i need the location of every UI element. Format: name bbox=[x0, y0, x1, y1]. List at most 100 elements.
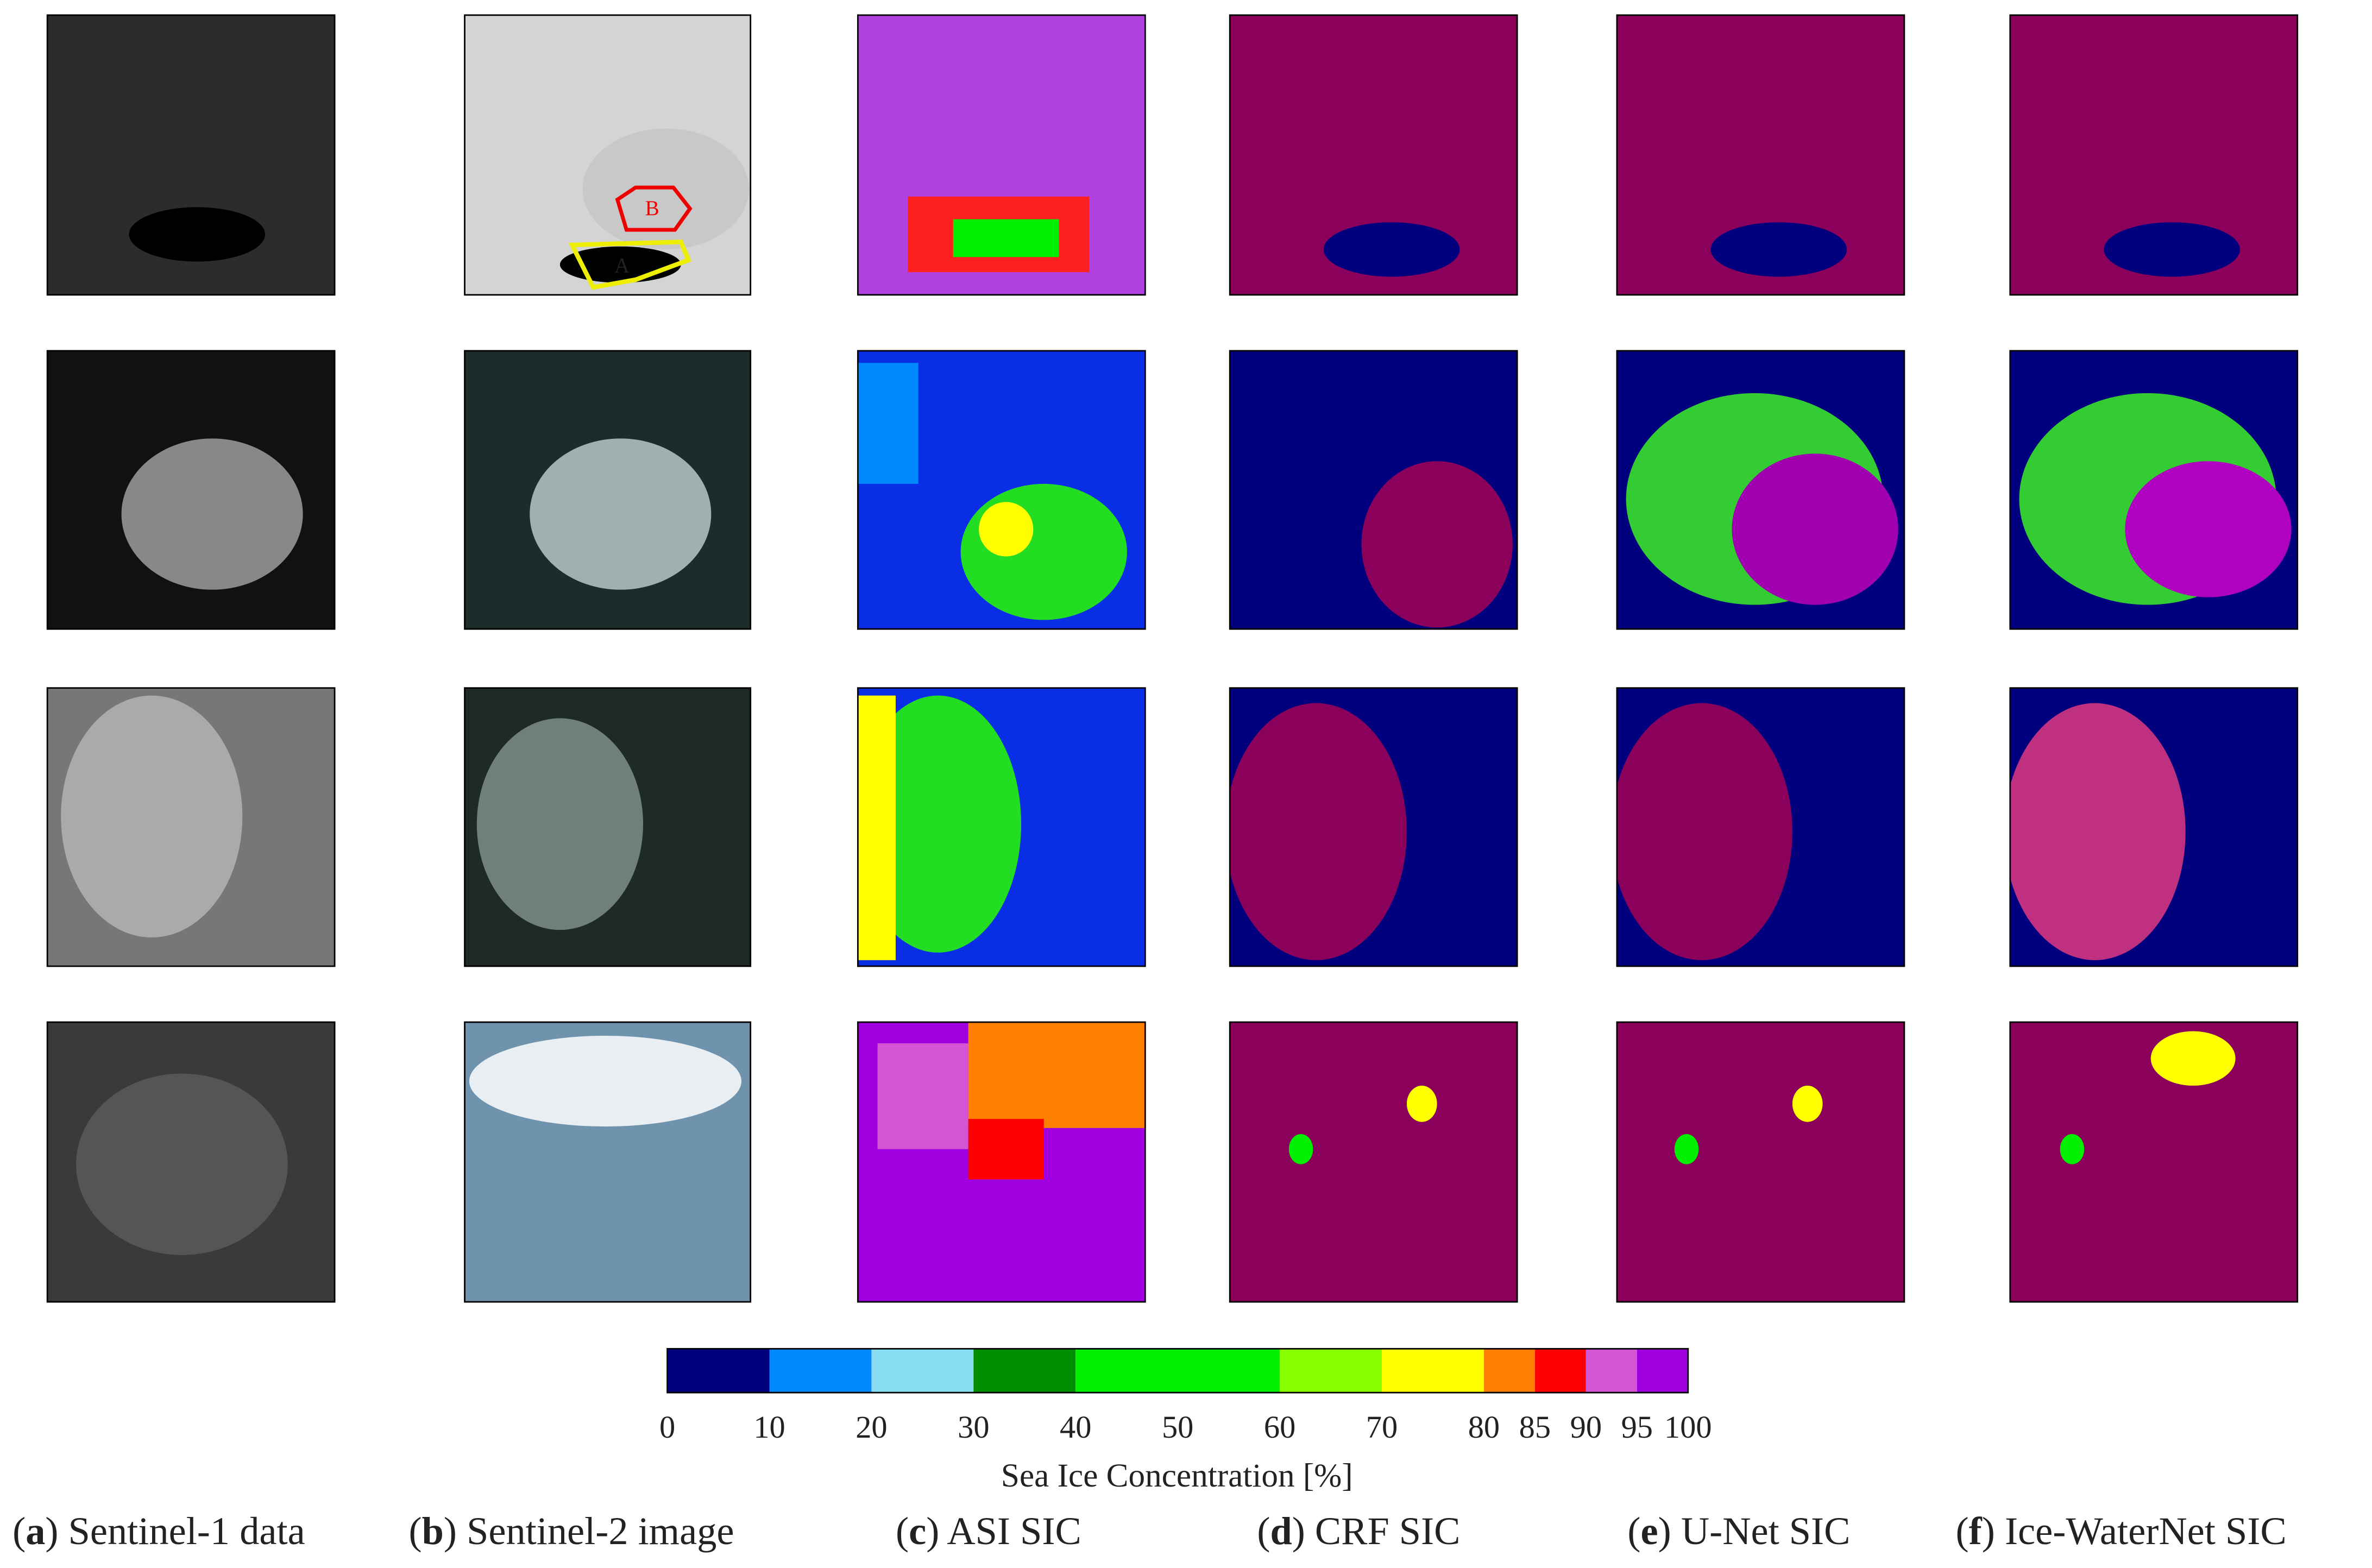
panel-frame bbox=[464, 350, 752, 630]
map-panel bbox=[47, 1022, 335, 1302]
map-panel bbox=[1230, 15, 1518, 295]
panel-frame bbox=[857, 14, 1146, 296]
panel-frame bbox=[46, 350, 336, 630]
panel-frame bbox=[1229, 14, 1518, 296]
caption-paren: ( bbox=[1956, 1509, 1969, 1552]
region-label: B bbox=[645, 197, 659, 220]
panel-frame bbox=[1229, 1021, 1518, 1303]
map-panel bbox=[47, 688, 335, 966]
colorbar-segment bbox=[871, 1349, 974, 1393]
panel-feature bbox=[2060, 1134, 2085, 1164]
region-outline bbox=[568, 240, 692, 290]
panel-frame bbox=[857, 687, 1146, 967]
caption-letter: d bbox=[1270, 1509, 1292, 1552]
map-panel bbox=[858, 1022, 1146, 1302]
map-panel bbox=[1616, 15, 1904, 295]
panel-frame bbox=[46, 1021, 336, 1303]
panel-frame bbox=[857, 350, 1146, 630]
caption-letter: a bbox=[26, 1509, 45, 1552]
panel-feature bbox=[1406, 1085, 1437, 1122]
colorbar-segment bbox=[1637, 1349, 1688, 1393]
caption-paren: ( bbox=[409, 1509, 422, 1552]
panel-frame bbox=[2009, 1021, 2299, 1303]
caption: (c) ASI SIC bbox=[896, 1509, 1081, 1552]
region-label: A bbox=[614, 254, 630, 278]
colorbar-segment bbox=[1075, 1349, 1280, 1393]
panel-feature bbox=[858, 363, 918, 484]
panel-feature bbox=[1230, 703, 1407, 960]
panel-frame bbox=[464, 14, 752, 296]
region-outline bbox=[615, 185, 693, 232]
map-panel bbox=[1230, 1022, 1518, 1302]
map-panel bbox=[858, 350, 1146, 629]
panel-feature bbox=[476, 718, 644, 930]
panel-feature bbox=[979, 502, 1034, 557]
colorbar-segment bbox=[667, 1349, 770, 1393]
panel-feature bbox=[2010, 703, 2186, 960]
panel-feature bbox=[530, 438, 712, 590]
panel-feature bbox=[1674, 1134, 1699, 1164]
panel-frame bbox=[1616, 1021, 1905, 1303]
colorbar-segment bbox=[1483, 1349, 1535, 1393]
colorbar-tick-label: 20 bbox=[855, 1409, 887, 1445]
map-panel bbox=[858, 15, 1146, 295]
caption-letter: c bbox=[909, 1509, 926, 1552]
panel-feature bbox=[2104, 222, 2240, 277]
panel-feature bbox=[877, 1043, 968, 1149]
panel-feature bbox=[858, 695, 1021, 953]
colorbar-segment bbox=[1534, 1349, 1586, 1393]
panel-frame bbox=[464, 687, 752, 967]
colorbar-segment bbox=[1280, 1349, 1382, 1393]
panel-feature bbox=[1361, 461, 1513, 628]
map-panel bbox=[2010, 1022, 2298, 1302]
panel-feature bbox=[858, 695, 896, 960]
panel-feature bbox=[129, 207, 266, 262]
colorbar-label: Sea Ice Concentration [%] bbox=[1001, 1457, 1353, 1494]
caption: (d) CRF SIC bbox=[1257, 1509, 1460, 1552]
panel-feature bbox=[953, 219, 1059, 257]
panel-frame bbox=[1229, 350, 1518, 630]
map-panel bbox=[47, 350, 335, 629]
colorbar-tick-label: 95 bbox=[1621, 1409, 1653, 1445]
panel-feature bbox=[1616, 703, 1792, 960]
map-panel bbox=[1230, 688, 1518, 966]
colorbar-tick-label: 0 bbox=[659, 1409, 675, 1445]
panel-frame bbox=[1229, 687, 1518, 967]
panel-feature bbox=[1732, 454, 1898, 605]
caption-text: ) Sentinel-2 image bbox=[444, 1509, 734, 1552]
panel-feature bbox=[469, 1036, 742, 1127]
panel-bg bbox=[1230, 1022, 1518, 1302]
caption-letter: b bbox=[422, 1509, 444, 1552]
caption-paren: ( bbox=[12, 1509, 26, 1552]
map-panel bbox=[2010, 688, 2298, 966]
caption-letter: f bbox=[1969, 1509, 1983, 1552]
colorbar-tick-label: 60 bbox=[1264, 1409, 1295, 1445]
panel-frame bbox=[46, 14, 336, 296]
caption-text: ) ASI SIC bbox=[926, 1509, 1081, 1552]
map-panel bbox=[47, 15, 335, 295]
colorbar-tick-label: 85 bbox=[1519, 1409, 1551, 1445]
map-panel bbox=[464, 1022, 751, 1302]
map-panel bbox=[1616, 1022, 1904, 1302]
caption-text: ) U-Net SIC bbox=[1658, 1509, 1851, 1552]
panel-frame bbox=[2009, 687, 2299, 967]
colorbar-tick-label: 100 bbox=[1664, 1409, 1712, 1445]
caption-paren: ( bbox=[896, 1509, 909, 1552]
panel-bg bbox=[2010, 1022, 2298, 1302]
panel-frame bbox=[857, 1021, 1146, 1303]
colorbar-tick-label: 10 bbox=[753, 1409, 785, 1445]
panel-feature bbox=[2150, 1031, 2236, 1086]
map-panel bbox=[464, 15, 751, 295]
caption-text: ) Ice-WaterNet SIC bbox=[1982, 1509, 2287, 1552]
panel-grid bbox=[46, 14, 2299, 1303]
map-panel bbox=[2010, 350, 2298, 629]
panel-feature bbox=[1288, 1134, 1313, 1164]
caption-text: ) Sentinel-1 data bbox=[45, 1509, 305, 1552]
panel-frame bbox=[464, 1021, 752, 1303]
panel-feature bbox=[76, 1073, 288, 1255]
panel-frame bbox=[1616, 687, 1905, 967]
colorbar-segment bbox=[973, 1349, 1076, 1393]
map-panel bbox=[2010, 15, 2298, 295]
panel-frame bbox=[1616, 14, 1905, 296]
